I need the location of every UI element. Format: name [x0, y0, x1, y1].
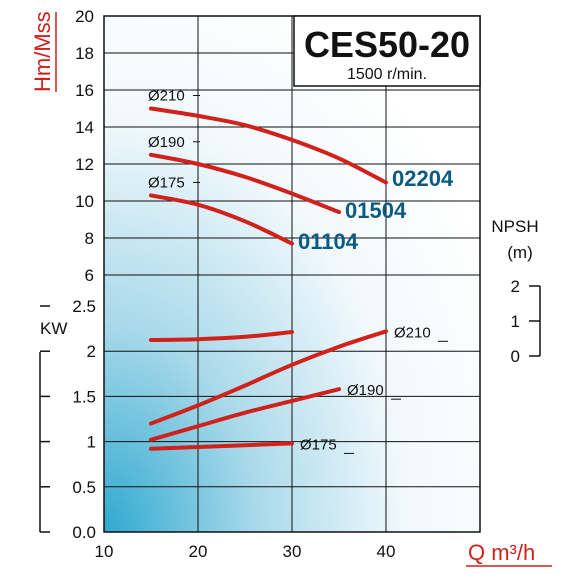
- x-tick-label: 40: [377, 542, 396, 561]
- power-curve-Ø190: [149, 387, 341, 442]
- head-axis-label: Hm/Mss: [30, 11, 55, 92]
- kw-tick-label: 0.5: [72, 478, 96, 497]
- head-tick-label: 18: [75, 44, 94, 63]
- npsh-tick-label: 2: [511, 277, 520, 296]
- head-tick-label: 20: [75, 7, 94, 26]
- head-tick-label: 16: [75, 81, 94, 100]
- head-curve-01104: [149, 193, 294, 246]
- npsh-axis-label: NPSH: [491, 217, 538, 236]
- model-label-02204: 02204: [392, 166, 454, 191]
- power-diameter-label: Ø210: [394, 324, 431, 341]
- head-curve-02204: [149, 106, 388, 185]
- x-tick-label: 10: [95, 542, 114, 561]
- npsh-axis-unit: (m): [507, 243, 532, 262]
- head-tick-label: 14: [75, 118, 94, 137]
- kw-tick-label: 2.5: [72, 297, 96, 316]
- head-tick-label: 8: [85, 229, 94, 248]
- x-axis-label: Q m³/h: [468, 540, 535, 565]
- grid: [103, 15, 481, 533]
- power-diameter-label: Ø190: [347, 382, 384, 399]
- power-curve-Ø210: [149, 329, 388, 426]
- head-diameter-label: Ø190: [148, 134, 185, 151]
- power-diameter-label: Ø175: [300, 436, 337, 453]
- chart-title: CES50-20: [304, 24, 470, 65]
- kw-tick-label: 1.5: [72, 387, 96, 406]
- title-box: [293, 15, 481, 87]
- power-curve-Ø175: [149, 441, 294, 451]
- head-diameter-label: Ø175: [148, 174, 185, 191]
- kw-tick-label: 1: [87, 433, 96, 452]
- curves: [149, 106, 388, 451]
- x-tick-label: 30: [283, 542, 302, 561]
- kw-tick-label: 0.0: [72, 523, 96, 542]
- head-tick-label: 12: [75, 155, 94, 174]
- chart-subtitle: 1500 r/min.: [347, 66, 427, 83]
- kw-tick-label: 2: [87, 342, 96, 361]
- kw-axis-label: KW: [40, 319, 67, 338]
- model-label-01104: 01104: [298, 229, 359, 254]
- npsh-tick-label: 0: [511, 347, 520, 366]
- model-label-01504: 01504: [345, 198, 407, 223]
- head-tick-label: 10: [75, 192, 94, 211]
- head-diameter-label: Ø210: [148, 88, 185, 105]
- npsh-curve: [149, 330, 294, 342]
- head-tick-label: 6: [85, 266, 94, 285]
- npsh-tick-label: 1: [511, 312, 520, 331]
- plot-frame: [103, 15, 481, 533]
- head-curve-01504: [149, 152, 341, 215]
- x-tick-label: 20: [189, 542, 208, 561]
